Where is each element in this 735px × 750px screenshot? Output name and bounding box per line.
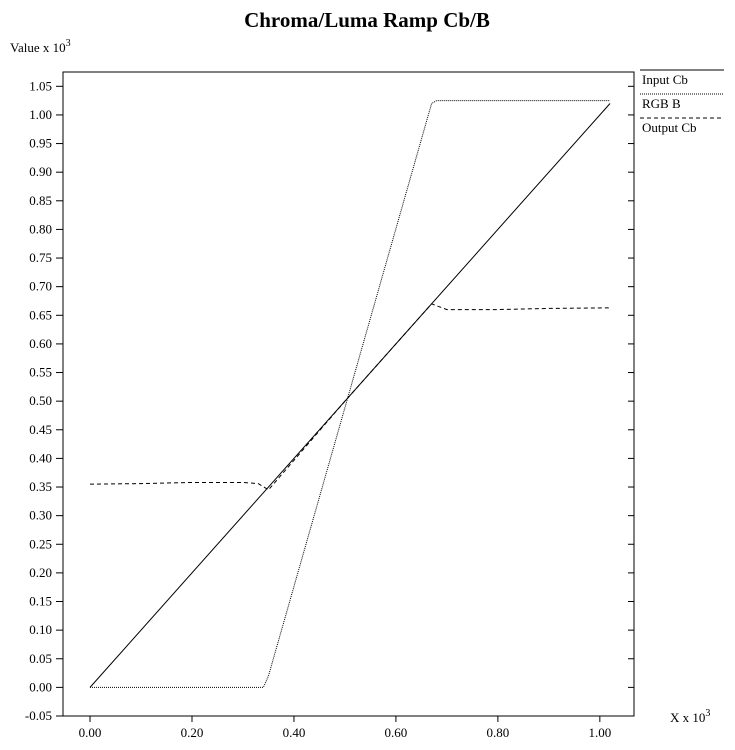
y-axis-label-exponent: 3	[66, 38, 71, 49]
y-tick-label: -0.05	[25, 708, 52, 723]
y-tick-label: 0.95	[29, 136, 52, 151]
legend-label: RGB B	[642, 96, 681, 111]
series-line	[90, 303, 611, 491]
y-tick-label: 0.10	[29, 622, 52, 637]
y-tick-label: 0.90	[29, 164, 52, 179]
y-tick-label: 1.05	[29, 78, 52, 93]
plot-frame	[62, 71, 635, 717]
y-tick-label: 0.15	[29, 594, 52, 609]
series-line	[90, 100, 611, 688]
y-tick-label: 0.70	[29, 279, 52, 294]
y-tick-label: 0.35	[29, 479, 52, 494]
x-axis-label-exponent: 3	[705, 708, 710, 719]
y-tick-label: 0.30	[29, 508, 52, 523]
y-tick-label: 0.40	[29, 450, 52, 465]
y-tick-label: 0.05	[29, 651, 52, 666]
y-tick-label: 0.50	[29, 393, 52, 408]
legend-label: Output Cb	[642, 120, 697, 135]
chart-title: Chroma/Luma Ramp Cb/B	[244, 8, 490, 32]
y-tick-label: 0.60	[29, 336, 52, 351]
x-tick-label: 0.20	[181, 725, 204, 740]
y-tick-label: 0.75	[29, 250, 52, 265]
x-tick-label: 0.00	[79, 725, 102, 740]
y-tick-label: 0.55	[29, 365, 52, 380]
y-axis-label: Value x 103	[10, 38, 71, 55]
x-tick-label: 0.80	[487, 725, 510, 740]
x-tick-label: 0.40	[283, 725, 306, 740]
y-tick-label: 0.45	[29, 422, 52, 437]
y-tick-label: 0.00	[29, 679, 52, 694]
y-tick-label: 0.65	[29, 307, 52, 322]
x-tick-label: 1.00	[588, 725, 611, 740]
y-tick-label: 1.00	[29, 107, 52, 122]
y-axis-label-text: Value x 10	[10, 40, 66, 55]
y-tick-label: 0.20	[29, 565, 52, 580]
x-axis-label-text: X x 10	[670, 710, 705, 725]
x-tick-label: 0.60	[385, 725, 408, 740]
x-axis-label: X x 103	[670, 708, 710, 725]
series-line	[89, 103, 611, 688]
legend-label: Input Cb	[642, 72, 688, 87]
y-tick-label: 0.80	[29, 221, 52, 236]
y-tick-label: 0.85	[29, 193, 52, 208]
y-tick-label: 0.25	[29, 536, 52, 551]
